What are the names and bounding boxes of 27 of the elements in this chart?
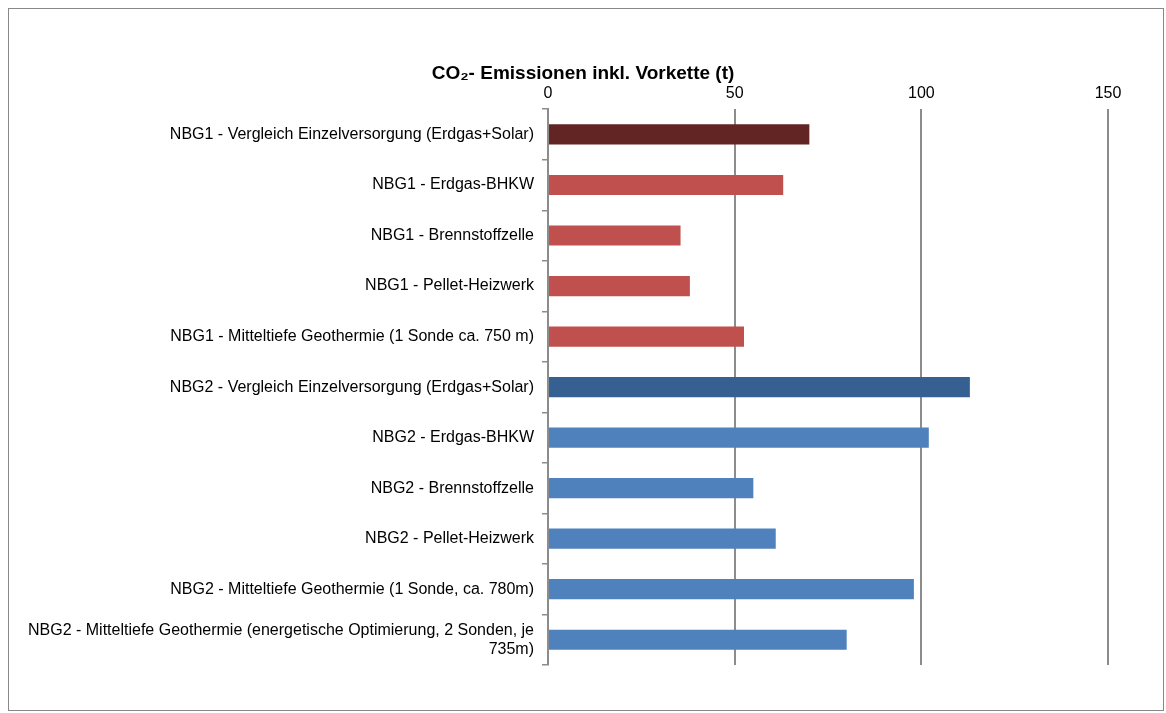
bar (549, 326, 745, 347)
bar (549, 427, 929, 448)
bar (549, 579, 914, 600)
x-tick-label: 50 (725, 84, 744, 102)
y-tick-label: NBG1 - Erdgas-BHKW (372, 175, 535, 193)
bar (549, 225, 681, 246)
bar (549, 275, 690, 297)
y-tick-label: NBG2 - Erdgas-BHKW (372, 428, 535, 446)
x-tick-label: 100 (907, 84, 935, 102)
y-tick-label: NBG2 - Mitteltiefe Geothermie (energetische Optimierung, 2 Sonden, je 735m) (27, 620, 535, 657)
y-tick-label: NBG1 - Vergleich Einzelversorgung (Erdgas+Solar) (169, 124, 535, 142)
y-tick-label: NBG2 - Pellet-Heizwerk (365, 529, 536, 547)
y-tick-label: NBG1 - Pellet-Heizwerk (365, 276, 536, 294)
bar (549, 629, 847, 650)
y-tick-label: NBG2 - Mitteltiefe Geothermie (1 Sonde, ca. 780m) (170, 579, 535, 597)
chart-title: CO₂- Emissionen inkl. Vorkette (t) (430, 62, 736, 84)
bar (549, 478, 754, 499)
bar (549, 174, 784, 196)
x-tick-label: 150 (1094, 84, 1122, 102)
y-tick-label: NBG2 - Vergleich Einzelversorgung (Erdgas+Solar) (169, 377, 535, 395)
y-tick-label: NBG2 - Brennstoffzelle (370, 478, 535, 496)
y-tick-label: NBG1 - Brennstoffzelle (370, 225, 535, 243)
bar (549, 528, 776, 549)
bar (549, 377, 970, 398)
bar (549, 124, 810, 145)
y-tick-label: NBG1 - Mitteltiefe Geothermie (1 Sonde ca. 750 m) (170, 326, 535, 344)
x-tick-label: 0 (543, 84, 553, 102)
